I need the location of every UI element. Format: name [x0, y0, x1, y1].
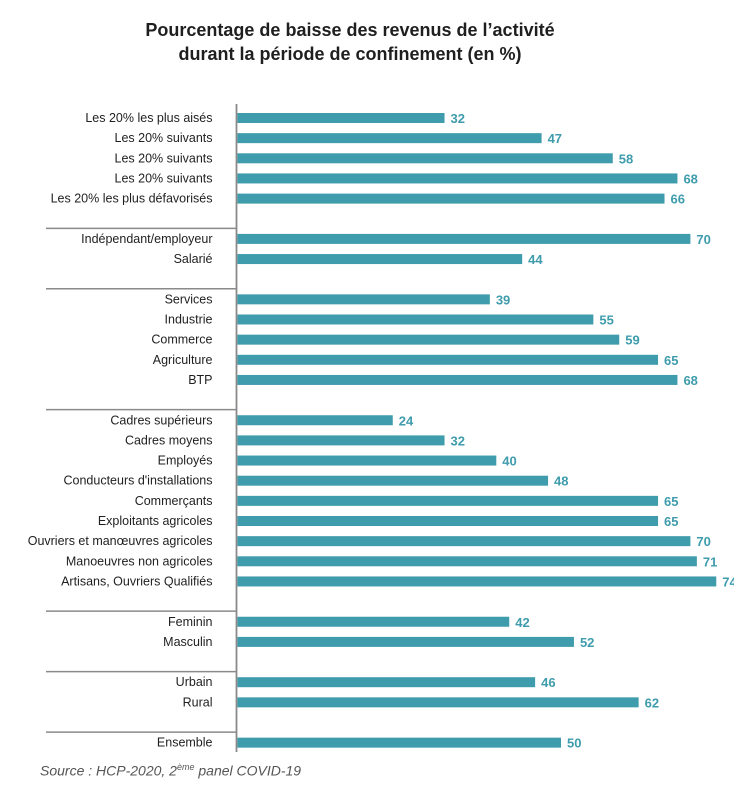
bar [237, 737, 561, 748]
bar [237, 113, 445, 123]
bar [237, 516, 659, 526]
value-label: 48 [554, 474, 568, 489]
value-label: 24 [399, 413, 414, 428]
bar [237, 173, 678, 184]
value-label: 46 [541, 675, 555, 690]
value-label: 62 [645, 695, 659, 710]
category-label: Services [165, 292, 213, 306]
bar [237, 415, 393, 426]
chart-title-line-2: durant la période de confinement (en %) [178, 44, 522, 64]
bar [237, 475, 549, 486]
source-superscript: ème [176, 762, 195, 772]
chart-title: Pourcentage de baisse des revenus de l’a… [0, 18, 700, 66]
bar [237, 435, 445, 446]
category-label: Manoeuvres non agricoles [66, 554, 213, 568]
source-note: Source : HCP-2020, 2ème panel COVID-19 [40, 762, 301, 779]
value-label: 32 [451, 111, 465, 126]
value-label: 68 [683, 171, 697, 186]
value-label: 70 [696, 232, 710, 247]
category-label: Masculin [163, 635, 212, 649]
value-label: 70 [696, 534, 710, 549]
category-label: Conducteurs d'installations [64, 474, 213, 488]
value-label: 65 [664, 494, 678, 509]
bar [237, 677, 536, 688]
value-label: 32 [451, 433, 465, 448]
bar [237, 556, 697, 567]
bar [237, 616, 510, 627]
source-suffix: panel COVID-19 [194, 762, 302, 779]
bar [237, 636, 574, 647]
bar [237, 576, 717, 587]
category-label: Employés [158, 454, 213, 468]
value-label: 59 [625, 333, 639, 348]
category-label: Feminin [168, 615, 213, 629]
bar [237, 314, 594, 325]
bar [237, 153, 613, 164]
category-label: Rural [183, 695, 213, 709]
value-label: 65 [664, 514, 678, 529]
bar [237, 455, 497, 466]
category-label: Les 20% les plus défavorisés [51, 192, 213, 206]
chart-title-line-1: Pourcentage de baisse des revenus de l’a… [145, 20, 555, 40]
value-label: 50 [567, 736, 581, 751]
value-label: 68 [683, 373, 697, 388]
category-label: Commerçants [135, 494, 213, 508]
category-label: Ouvriers et manœuvres agricoles [28, 534, 213, 548]
category-label: Les 20% les plus aisés [85, 111, 212, 125]
category-label: Indépendant/employeur [81, 232, 212, 246]
value-label: 40 [502, 454, 516, 469]
category-label: Salarié [174, 252, 213, 266]
bar [237, 133, 542, 144]
value-label: 39 [496, 292, 510, 307]
bar [237, 193, 665, 204]
bar [237, 374, 678, 385]
category-label: Artisans, Ouvriers Qualifiés [61, 574, 212, 588]
category-label: Les 20% suivants [115, 131, 213, 145]
value-label: 71 [703, 554, 717, 569]
bar [237, 294, 490, 305]
value-label: 52 [580, 635, 594, 650]
category-label: Agriculture [153, 353, 213, 367]
value-label: 74 [722, 574, 734, 589]
category-label: Exploitants agricoles [98, 514, 213, 528]
category-label: Ensemble [157, 736, 213, 750]
bar [237, 536, 691, 547]
bar [237, 495, 659, 506]
category-label: BTP [188, 373, 212, 387]
value-label: 44 [528, 252, 543, 267]
bar [237, 354, 659, 365]
value-label: 65 [664, 353, 678, 368]
value-label: 42 [515, 615, 529, 630]
bar [237, 334, 620, 345]
value-label: 66 [671, 192, 685, 207]
bar [237, 254, 523, 265]
category-label: Urbain [176, 675, 213, 689]
value-label: 47 [548, 131, 562, 146]
category-label: Commerce [151, 333, 212, 347]
source-prefix: Source : HCP-2020, 2 [40, 762, 177, 779]
bar [237, 233, 691, 244]
category-label: Les 20% suivants [115, 151, 213, 165]
bar [237, 697, 639, 708]
category-label: Les 20% suivants [115, 171, 213, 185]
value-label: 55 [599, 313, 613, 328]
category-label: Cadres moyens [125, 433, 213, 447]
value-label: 58 [619, 151, 633, 166]
category-label: Cadres supérieurs [110, 413, 212, 427]
category-label: Industrie [165, 313, 213, 327]
